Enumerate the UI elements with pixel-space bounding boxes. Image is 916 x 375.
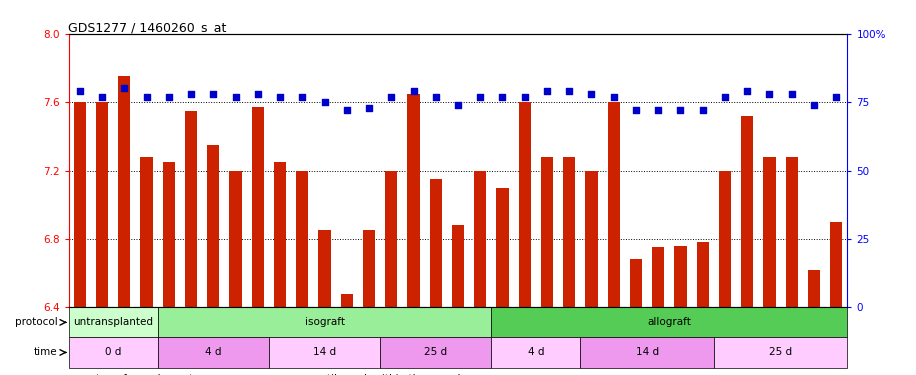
Point xyxy=(250,91,265,97)
Point xyxy=(139,94,154,100)
Text: 4 d: 4 d xyxy=(205,348,222,357)
Text: protocol: protocol xyxy=(15,317,58,327)
Bar xyxy=(69,338,158,368)
Point xyxy=(384,94,398,100)
Bar xyxy=(296,171,309,308)
Bar xyxy=(140,157,153,308)
Text: isograft: isograft xyxy=(304,317,344,327)
Bar xyxy=(652,248,664,308)
Bar xyxy=(518,102,531,308)
Bar xyxy=(491,308,847,338)
Point xyxy=(695,107,710,113)
Point xyxy=(117,86,132,92)
Bar xyxy=(585,171,597,308)
Bar xyxy=(69,308,158,338)
Point xyxy=(717,94,732,100)
Bar xyxy=(581,338,714,368)
Bar xyxy=(229,171,242,308)
Bar xyxy=(73,102,86,308)
Text: 0 d: 0 d xyxy=(105,348,122,357)
Point xyxy=(628,107,643,113)
Point xyxy=(429,94,443,100)
Text: GDS1277 / 1460260_s_at: GDS1277 / 1460260_s_at xyxy=(68,21,226,34)
Text: 25 d: 25 d xyxy=(424,348,447,357)
Bar xyxy=(274,162,286,308)
Bar xyxy=(714,338,847,368)
Text: 4 d: 4 d xyxy=(528,348,544,357)
Bar xyxy=(341,294,353,308)
Bar xyxy=(269,338,380,368)
Point xyxy=(562,88,576,94)
Point xyxy=(273,94,288,100)
Point xyxy=(406,88,420,94)
Text: transformed count: transformed count xyxy=(96,374,193,375)
Bar xyxy=(563,157,575,308)
Bar xyxy=(380,338,491,368)
Point xyxy=(94,94,109,100)
Text: 14 d: 14 d xyxy=(636,348,659,357)
Point xyxy=(340,107,354,113)
Point xyxy=(673,107,688,113)
Bar xyxy=(696,242,709,308)
Bar xyxy=(786,157,798,308)
Point xyxy=(184,91,199,97)
Bar xyxy=(540,157,553,308)
Point xyxy=(295,94,310,100)
Bar xyxy=(496,188,508,308)
Bar xyxy=(741,116,753,308)
Point xyxy=(518,94,532,100)
Text: 14 d: 14 d xyxy=(313,348,336,357)
Point xyxy=(317,99,332,105)
Bar xyxy=(452,225,464,308)
Point xyxy=(593,239,607,245)
Text: allograft: allograft xyxy=(648,317,692,327)
Bar xyxy=(158,338,269,368)
Bar xyxy=(674,246,687,308)
Bar xyxy=(252,107,264,308)
Point xyxy=(206,91,221,97)
Bar xyxy=(430,179,442,308)
Point xyxy=(762,91,777,97)
Text: percentile rank within the sample: percentile rank within the sample xyxy=(290,374,466,375)
Bar xyxy=(630,260,642,308)
Point xyxy=(740,88,755,94)
Point xyxy=(584,91,599,97)
Text: time: time xyxy=(34,348,58,357)
Bar xyxy=(319,230,331,308)
Point xyxy=(161,94,176,100)
Point xyxy=(496,94,510,100)
Point xyxy=(228,94,243,100)
Bar xyxy=(363,230,376,308)
Text: 25 d: 25 d xyxy=(769,348,792,357)
Bar xyxy=(385,171,398,308)
Bar xyxy=(830,222,843,308)
Point xyxy=(362,105,376,111)
Point xyxy=(807,102,822,108)
Bar xyxy=(96,102,108,308)
Point xyxy=(72,88,87,94)
Point xyxy=(451,102,465,108)
Text: untransplanted: untransplanted xyxy=(73,317,153,327)
Point xyxy=(606,94,621,100)
Point xyxy=(829,94,844,100)
Bar xyxy=(158,308,491,338)
Bar xyxy=(163,162,175,308)
Point xyxy=(540,88,554,94)
Bar xyxy=(719,171,731,308)
Point xyxy=(784,91,799,97)
Point xyxy=(473,94,487,100)
Bar xyxy=(118,76,130,308)
Bar xyxy=(607,102,620,308)
Bar xyxy=(207,145,220,308)
Bar xyxy=(491,338,581,368)
Bar xyxy=(808,270,820,308)
Bar xyxy=(185,111,197,308)
Bar xyxy=(763,157,776,308)
Bar xyxy=(474,171,486,308)
Point xyxy=(651,107,666,113)
Bar xyxy=(408,94,420,308)
